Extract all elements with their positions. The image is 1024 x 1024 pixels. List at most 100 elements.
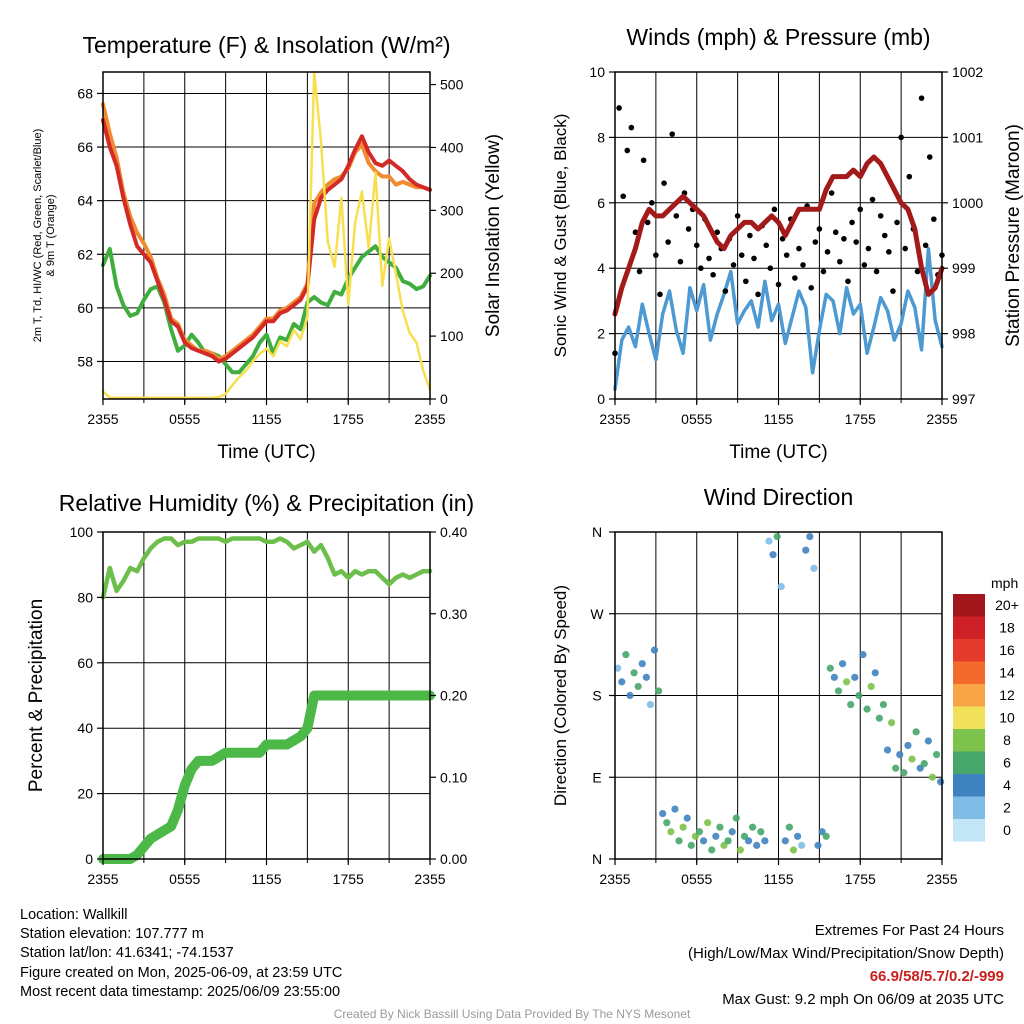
x-tick-label: 2355 — [926, 871, 957, 887]
gust-point — [767, 265, 774, 272]
extremes-box: Extremes For Past 24 Hours (High/Low/Max… — [688, 919, 1004, 1011]
y-axis-label-line2: & 9m T (Orange) — [45, 194, 57, 276]
legend-swatch — [953, 774, 985, 797]
y-axis-label: Percent & Precipitation — [26, 599, 47, 792]
legend-label: 8 — [1003, 732, 1011, 748]
legend-swatch — [953, 661, 985, 684]
gust-point — [808, 285, 814, 291]
gust-point — [743, 278, 749, 285]
gust-point — [755, 291, 761, 298]
y-tick-label: 40 — [77, 720, 93, 736]
x-tick-label: 2355 — [599, 411, 630, 427]
direction-point — [761, 837, 769, 845]
gust-point — [931, 216, 937, 222]
y2-tick-label: 500 — [440, 77, 464, 93]
direction-point — [802, 546, 810, 554]
credit-line: Created By Nick Bassill Using Data Provi… — [333, 1007, 691, 1021]
gust-point — [861, 262, 868, 268]
y2-tick-label: 1000 — [952, 195, 983, 211]
extremes-subtitle: (High/Low/Max Wind/Precipitation/Snow De… — [688, 945, 1004, 962]
legend-swatch — [953, 796, 985, 819]
gust-point — [710, 271, 716, 278]
x-tick-label: 1755 — [333, 871, 364, 887]
legend-label: 10 — [999, 710, 1015, 726]
station-location: Location: Wallkill — [20, 907, 128, 923]
x-tick-label: 1755 — [845, 411, 876, 427]
gust-point — [669, 131, 676, 137]
x-tick-label: 0555 — [681, 871, 712, 887]
direction-point — [699, 837, 708, 845]
direction-point — [618, 678, 626, 686]
gust-point — [886, 249, 892, 255]
legend-swatch — [953, 819, 985, 842]
gust-point — [800, 262, 806, 268]
y-tick-label: 66 — [77, 139, 93, 155]
x-tick-label: 1155 — [763, 411, 793, 427]
direction-point — [667, 828, 675, 836]
extremes-title: Extremes For Past 24 Hours — [814, 922, 1004, 939]
direction-point — [712, 832, 720, 840]
direction-point — [904, 741, 912, 750]
direction-point — [810, 564, 818, 572]
direction-point — [708, 846, 716, 854]
gust-point — [653, 252, 659, 258]
direction-point — [716, 823, 724, 831]
x-tick-label: 1155 — [251, 871, 281, 887]
y-tick-label: E — [592, 769, 601, 785]
gust-point — [894, 219, 900, 226]
gust-point — [796, 245, 802, 252]
direction-point — [826, 664, 834, 672]
direction-point — [695, 828, 704, 836]
direction-point — [781, 837, 789, 845]
direction-point — [789, 846, 798, 854]
gust-point — [636, 268, 643, 275]
direction-point — [679, 823, 687, 831]
legend-label: 16 — [999, 642, 1015, 658]
legend-swatch — [953, 751, 985, 774]
direction-point — [830, 673, 838, 681]
direction-point — [769, 551, 777, 559]
direction-point — [687, 841, 695, 849]
panel-title: Winds (mph) & Pressure (mb) — [626, 24, 930, 50]
legend-label: 12 — [999, 687, 1015, 703]
direction-point — [749, 823, 757, 831]
legend-swatch — [953, 729, 985, 752]
gust-point — [763, 242, 770, 249]
x-tick-label: 0555 — [169, 871, 200, 887]
gust-point — [734, 213, 741, 219]
pressure-line — [612, 154, 945, 317]
gust-point — [877, 213, 884, 219]
gust-point — [914, 268, 921, 275]
speed-legend: mph 20+ 18 16 14 12 10 8 6 4 2 0 — [953, 575, 1019, 842]
gust-point — [693, 242, 700, 249]
gust-point — [845, 278, 851, 285]
y2-tick-label: 0.00 — [440, 851, 467, 867]
gust-point — [832, 229, 839, 236]
panel-3: 0 20 40 60 80 100 0.00 0.10 0.20 0.30 0.40 2355 0555… — [26, 490, 474, 887]
gust-point — [648, 200, 655, 206]
gust-point — [620, 193, 626, 200]
direction-point — [659, 809, 667, 818]
direction-point — [638, 660, 646, 668]
precip-line — [98, 690, 435, 864]
gust-point — [714, 229, 720, 236]
max-gust: Max Gust: 9.2 mph On 06/09 at 2035 UTC — [722, 991, 1004, 1008]
gust-point — [812, 239, 819, 245]
temp-series-line — [101, 118, 432, 364]
direction-point — [932, 750, 941, 759]
gust-point — [661, 180, 667, 186]
direction-point — [732, 814, 740, 822]
direction-point — [851, 673, 859, 681]
direction-point — [736, 846, 744, 854]
y-tick-label: S — [592, 688, 601, 704]
direction-point — [834, 687, 843, 695]
direction-point — [937, 778, 945, 786]
x-tick-label: 2355 — [414, 411, 445, 427]
direction-point — [875, 714, 883, 722]
direction-point — [822, 832, 830, 840]
y-tick-label: 68 — [77, 85, 93, 101]
gust-point — [665, 239, 671, 245]
station-latlon: Station lat/lon: 41.6341; -74.1537 — [20, 945, 234, 962]
x-axis-label: Time (UTC) — [217, 442, 316, 463]
